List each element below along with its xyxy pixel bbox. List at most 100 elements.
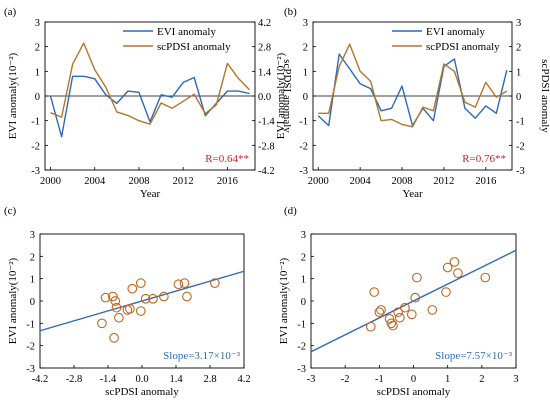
y-tick-label: -1 (297, 319, 306, 330)
y-tick-label: -3 (297, 364, 306, 375)
y-tick-label: 1 (30, 275, 35, 286)
scatter-point (100, 292, 111, 303)
x-tick-label: 2012 (173, 176, 194, 187)
x-tick-label: 0.0 (135, 374, 148, 385)
y-left-tick-label: 0 (303, 92, 308, 103)
scatter-point (441, 287, 451, 297)
scatter-point (140, 293, 151, 304)
scatter-point (210, 278, 220, 288)
scatter-point (406, 309, 417, 320)
scatter-point (410, 292, 421, 303)
y-right-tick-label: 2 (516, 43, 521, 54)
scatter-point (374, 307, 385, 318)
scatter-point (135, 278, 146, 288)
scatter-point (125, 303, 135, 314)
y-tick-label: 3 (30, 230, 35, 241)
scatter-point (400, 302, 410, 313)
scatter-point (109, 333, 119, 343)
panel-label: (a) (4, 6, 17, 18)
y-right-tick-label: -3 (516, 166, 525, 177)
panel-label: (d) (284, 205, 297, 217)
scatter-point (111, 302, 122, 313)
y-right-tick-label: 3 (516, 18, 521, 29)
y-tick-label: -1 (26, 319, 35, 330)
y-right-tick-label: -2 (516, 141, 525, 152)
correlation-annotation: R=0.76** (462, 153, 506, 165)
scatter-point (386, 318, 397, 329)
x-tick-label: 2004 (350, 176, 372, 187)
slope-annotation: Slope=3.17×10⁻³ (163, 350, 241, 362)
scatter-point (449, 257, 460, 267)
x-axis-label: Year (140, 188, 161, 200)
x-tick-label: -4.2 (32, 374, 49, 385)
scatter-point (393, 307, 403, 318)
scatter-point (365, 321, 376, 332)
y-right-tick-label: 4.2 (258, 18, 271, 29)
y-right-tick-label: 1.4 (258, 67, 272, 78)
legend-label: EVI anomaly (426, 26, 485, 38)
x-tick-label: 4.2 (237, 374, 250, 385)
x-tick-label: 1.4 (169, 374, 183, 385)
y-right-tick-label: 1 (516, 67, 521, 78)
y-left-tick-label: -1 (299, 117, 308, 128)
y-right-tick-label: 0 (516, 92, 521, 103)
x-tick-label: 2000 (308, 176, 329, 187)
y-tick-label: 2 (301, 252, 306, 263)
x-tick-label: 2016 (217, 176, 238, 187)
scatter-point (427, 305, 438, 315)
scatter-point (97, 318, 107, 329)
scatter-point (173, 279, 184, 290)
scatter-point (376, 305, 386, 315)
y-tick-label: -3 (26, 364, 35, 375)
scatter-point (480, 272, 491, 283)
scatter-point (148, 293, 158, 304)
series-evi-line (317, 53, 508, 127)
scatter-point (182, 291, 192, 302)
y-axis-label: EVI anomaly(10⁻²) (278, 257, 290, 344)
scatter-point (453, 268, 463, 278)
y-left-tick-label: 2 (35, 43, 40, 54)
scatter-point (110, 296, 121, 306)
scatter-point (394, 312, 405, 323)
correlation-annotation: R=0.64** (205, 153, 249, 165)
x-axis-label: scPDSI anomaly (377, 386, 451, 398)
x-axis-label: scPDSI anomaly (105, 386, 179, 398)
y-tick-label: 1 (301, 275, 306, 286)
series-scpdsi-line (50, 42, 251, 125)
x-tick-label: 1 (445, 374, 450, 385)
y-left-tick-label: 3 (303, 18, 308, 29)
scatter-point (159, 291, 169, 302)
scatter-point (114, 312, 124, 323)
x-tick-label: 2.8 (203, 374, 216, 385)
y-right-axis-label: scPDSI anomaly (281, 59, 293, 133)
panel-label: (c) (4, 205, 17, 217)
y-right-tick-label: 2.8 (258, 43, 271, 54)
x-tick-label: -2.8 (66, 374, 83, 385)
x-tick-label: 2008 (392, 176, 413, 187)
series-evi-line (49, 75, 250, 138)
x-tick-label: -3 (307, 374, 316, 385)
x-tick-label: -1 (375, 374, 384, 385)
y-left-tick-label: 1 (303, 67, 308, 78)
y-left-axis-label: EVI anomaly(10⁻²) (7, 52, 19, 139)
y-right-tick-label: -1 (516, 117, 525, 128)
y-tick-label: 0 (30, 297, 35, 308)
scatter-point (127, 283, 138, 294)
x-tick-label: 2008 (128, 176, 149, 187)
slope-annotation: Slope=7.57×10⁻³ (435, 350, 513, 362)
y-right-tick-label: -2.8 (258, 141, 275, 152)
x-axis-label: Year (402, 188, 423, 200)
scatter-point (135, 306, 146, 316)
x-tick-label: 2004 (84, 176, 106, 187)
panel-label: (b) (284, 6, 297, 18)
y-left-tick-label: -3 (31, 166, 40, 177)
scatter-point (369, 287, 380, 297)
scatter-point (179, 278, 190, 288)
y-right-tick-label: -4.2 (258, 166, 275, 177)
x-tick-label: 0 (411, 374, 416, 385)
x-tick-label: -1.4 (100, 374, 117, 385)
y-left-tick-label: 1 (35, 67, 40, 78)
y-right-tick-label: 0.0 (258, 92, 271, 103)
y-tick-label: 2 (30, 252, 35, 263)
x-tick-label: 2 (479, 374, 484, 385)
